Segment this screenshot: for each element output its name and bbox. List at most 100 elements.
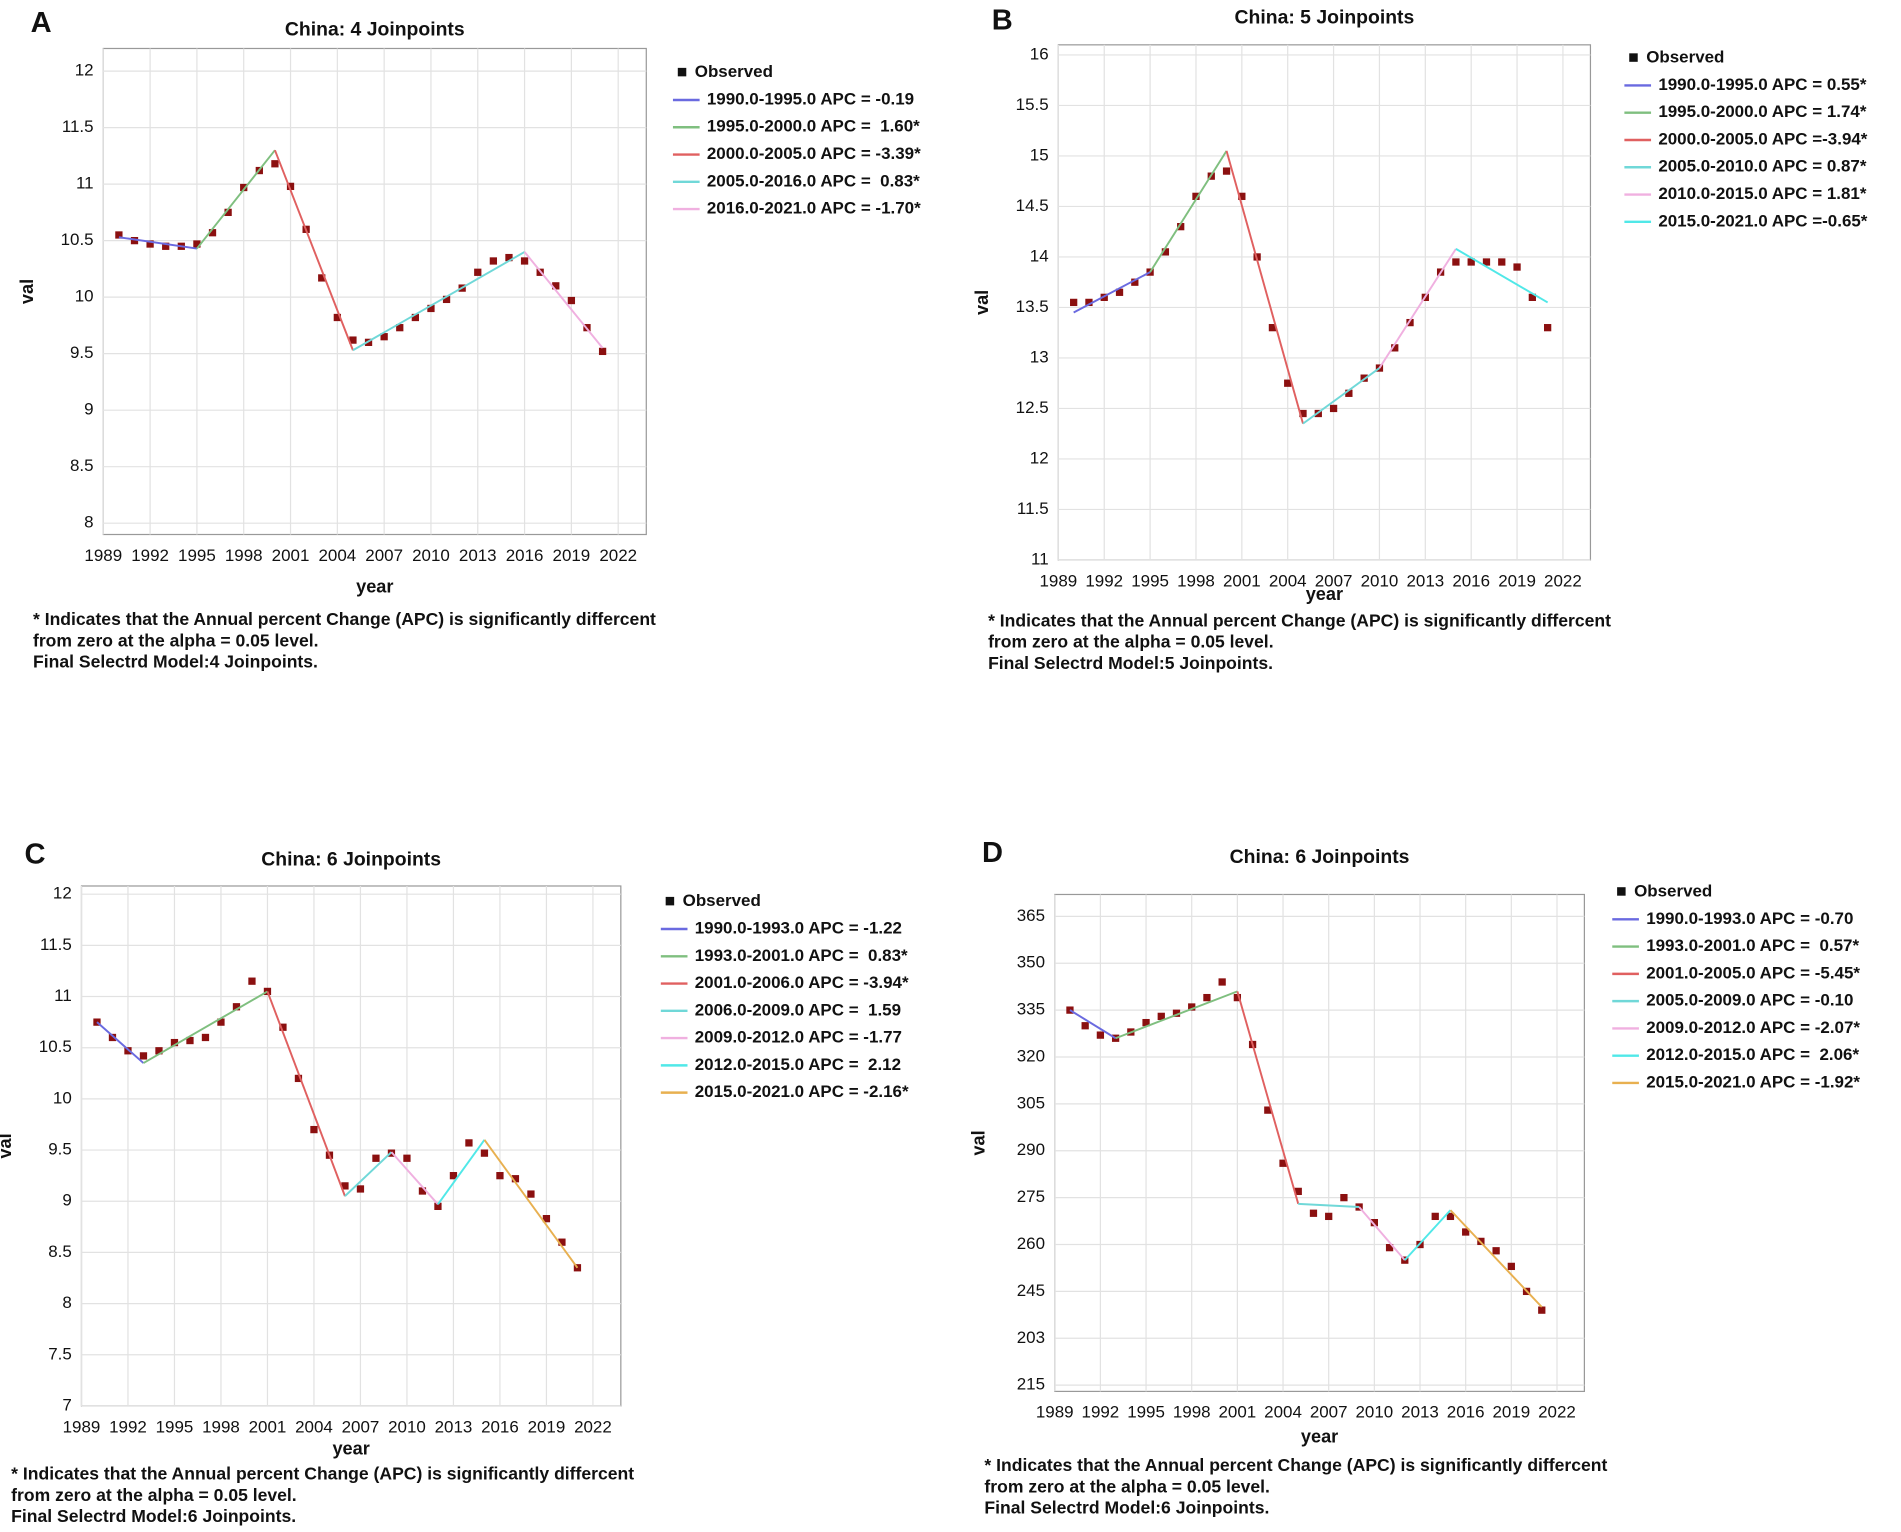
y-tick-label: 290 [1017,1140,1045,1159]
y-tick-label: 7.5 [48,1344,72,1363]
observed-point [552,282,560,290]
y-tick-label: 275 [1017,1187,1045,1206]
chart-title: China: 5 Joinpoints [1235,6,1415,28]
y-tick-label: 7 [62,1395,71,1414]
x-tick-label: 1995 [1131,571,1169,590]
x-axis-label: year [332,1438,369,1458]
observed-point [232,1003,241,1011]
x-tick-label: 1995 [178,546,216,565]
x-tick-label: 2007 [365,546,403,565]
fitted-segment [1073,271,1151,314]
observed-point [1233,993,1242,1002]
footnote: from zero at the alpha = 0.05 level. [33,630,319,650]
observed-point [1157,1012,1165,1020]
observed-point [489,257,498,265]
y-tick-label: 9 [84,400,93,419]
observed-point [1538,1306,1546,1314]
observed-point [193,240,201,248]
fitted-segment [1302,367,1381,425]
y-tick-label: 8.5 [48,1242,72,1261]
footnote: Final Selectrd Model:5 Joinpoints. [988,653,1273,673]
footnote: from zero at the alpha = 0.05 level. [988,632,1274,652]
footnote: from zero at the alpha = 0.05 level. [984,1476,1270,1496]
observed-point [1370,1219,1378,1227]
panel-letter: D [982,837,1003,869]
observed-point [170,1038,179,1047]
legend-marker [665,896,675,906]
x-axis-label: year [1301,1426,1338,1446]
observed-point [474,268,482,276]
footnote: * Indicates that the Annual percent Chan… [984,1455,1607,1475]
observed-point [396,324,404,332]
legend-marker [1617,887,1626,896]
observed-point [1279,1159,1287,1167]
observed-point [1325,1212,1333,1221]
y-tick-label: 12 [1030,448,1049,467]
y-tick-label: 16 [1030,44,1049,63]
observed-point [1492,1247,1500,1255]
x-tick-label: 2019 [1492,1403,1530,1422]
y-tick-label: 350 [1017,953,1045,972]
observed-point [598,347,607,356]
legend-label: 1990.0-1993.0 APC = -0.70 [1646,909,1853,928]
y-tick-label: 305 [1017,1093,1045,1112]
observed-point [372,1154,380,1162]
x-tick-label: 1989 [1040,571,1078,590]
y-axis-label: val [968,1130,988,1155]
observed-point [418,1187,427,1195]
fitted-segment [483,1139,579,1269]
legend-label: 2009.0-2012.0 APC = -2.07* [1646,1018,1860,1037]
x-tick-label: 1989 [1036,1403,1074,1422]
observed-point [442,295,451,304]
legend-label: 1995.0-2000.0 APC = 1.74* [1658,102,1867,121]
footnote: Final Selectrd Model:6 Joinpoints. [984,1498,1269,1518]
observed-point [380,333,388,341]
observed-point [248,977,256,985]
chart-title: China: 4 Joinpoints [285,18,465,40]
observed-point [1482,258,1491,266]
observed-point [201,1033,210,1042]
x-tick-label: 2007 [342,1417,380,1436]
fitted-segment [1298,1202,1360,1208]
y-tick-label: 12 [53,884,72,903]
fitted-segment [118,236,198,250]
plot-area [102,47,647,536]
legend-label: 2015.0-2021.0 APC = -1.92* [1646,1072,1860,1091]
x-tick-label: 1992 [1085,571,1123,590]
plot-area [80,885,622,1407]
fitted-segment [1358,1206,1406,1261]
fitted-segment [523,251,604,349]
observed-point [449,1172,458,1180]
observed-point [1142,1018,1150,1027]
observed-point [271,160,279,168]
y-tick-label: 320 [1017,1046,1045,1065]
observed-point [93,1018,101,1026]
observed-point [1115,288,1124,296]
fitted-segment [344,1151,393,1197]
y-tick-label: 13.5 [1016,297,1049,316]
x-tick-label: 2004 [1264,1403,1302,1422]
x-tick-label: 2013 [1401,1403,1439,1422]
observed-point [1309,1209,1318,1217]
observed-point [434,1202,442,1210]
fitted-segment [196,149,276,250]
observed-point [1446,1212,1455,1221]
x-tick-label: 2022 [599,546,637,565]
observed-point [558,1238,566,1246]
observed-point [1111,1034,1120,1042]
legend-label: 2015.0-2021.0 APC = -2.16* [695,1082,909,1101]
y-tick-label: 11 [54,986,72,1005]
x-tick-label: 1989 [84,546,122,565]
fitted-segment [437,1139,486,1205]
fitted-segment [1236,991,1300,1205]
x-tick-label: 1998 [1173,1403,1211,1422]
x-tick-label: 1998 [202,1417,240,1436]
legend-label: 2006.0-2009.0 APC = 1.59 [695,1000,901,1019]
fitted-segment [352,251,526,352]
observed-point [1406,318,1414,327]
x-tick-label: 1992 [131,546,169,565]
legend-label: 2012.0-2015.0 APC = 2.06* [1646,1045,1859,1064]
observed-point [1385,1244,1394,1252]
x-tick-label: 2001 [1223,571,1261,590]
observed-point [1085,298,1093,307]
